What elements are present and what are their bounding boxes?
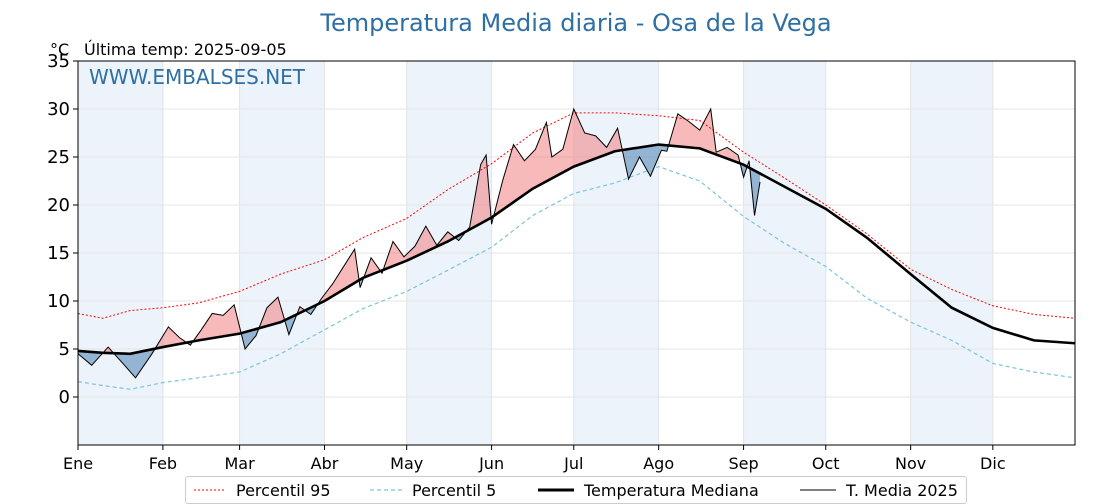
x-tick-label: Ago [643, 454, 674, 473]
y-tick-label: 20 [47, 195, 70, 216]
series-line-current [77, 107, 761, 379]
anomaly-fill-below [240, 328, 259, 349]
anomaly-fill-above [492, 109, 622, 219]
grid-lines [77, 60, 1075, 445]
series-lines [77, 107, 1076, 390]
y-tick-label: 0 [59, 387, 70, 408]
legend-item-current: T. Media 2025 [798, 480, 958, 500]
legend-label-p5: Percentil 5 [412, 480, 497, 500]
anomaly-fill-above [191, 304, 241, 344]
x-tick-label: Dic [980, 454, 1006, 473]
anomaly-fill-above [668, 109, 740, 164]
y-tick-label: 15 [47, 243, 70, 264]
y-axis-unit: °C [50, 40, 69, 59]
y-tick-label: 30 [47, 99, 70, 120]
axes: 0 5 10 15 20 25 30 35 Ene Feb Mar Abr May Jun Jul Ago Se… [47, 51, 1006, 473]
legend-swatch-p95 [194, 489, 226, 491]
anomaly-fill-below [749, 160, 761, 216]
last-update-label: Última temp: 2025-09-05 [84, 40, 287, 59]
chart-title: Temperatura Media diaria - Osa de la Veg… [319, 9, 831, 37]
y-tick-label: 10 [47, 291, 70, 312]
x-tick-label: Abr [311, 454, 339, 473]
y-tick-label: 25 [47, 147, 70, 168]
series-line-p95 [77, 112, 1076, 319]
anomaly-fill-below [621, 144, 669, 180]
series-line-median [77, 143, 1076, 356]
legend-label-p95: Percentil 95 [236, 480, 331, 500]
anomaly-fill-above [465, 155, 491, 233]
legend-item-p95: Percentil 95 [192, 480, 331, 500]
anomaly-fill-above [258, 297, 284, 329]
anomaly-fill-below [78, 350, 103, 366]
y-tick-label: 5 [59, 339, 70, 360]
x-tick-label: Oct [812, 454, 840, 473]
legend-label-current: T. Media 2025 [846, 480, 958, 500]
legend-swatch-current [800, 489, 836, 491]
legend-swatch-median [538, 488, 574, 492]
x-tick-label: Nov [895, 454, 926, 473]
anomaly-fill-above [362, 257, 380, 281]
legend-item-median: Temperatura Mediana [536, 480, 759, 500]
x-tick-label: Jul [563, 454, 583, 473]
x-tick-label: Ene [63, 454, 93, 473]
x-tick-label: Mar [225, 454, 256, 473]
watermark: WWW.EMBALSES.NET [89, 65, 306, 89]
y-tick-label: 35 [47, 51, 70, 72]
x-tick-label: Sep [729, 454, 759, 473]
x-tick-label: Jun [478, 454, 504, 473]
legend-item-p5: Percentil 5 [368, 480, 496, 500]
x-tick-label: May [390, 454, 423, 473]
legend-label-median: Temperatura Mediana [584, 480, 759, 500]
x-tick-label: Feb [149, 454, 177, 473]
series-line-p5 [77, 165, 1076, 390]
legend-swatch-p5 [370, 489, 402, 491]
anomaly-fill-below [113, 348, 155, 378]
anomaly-fill-above [382, 226, 455, 274]
